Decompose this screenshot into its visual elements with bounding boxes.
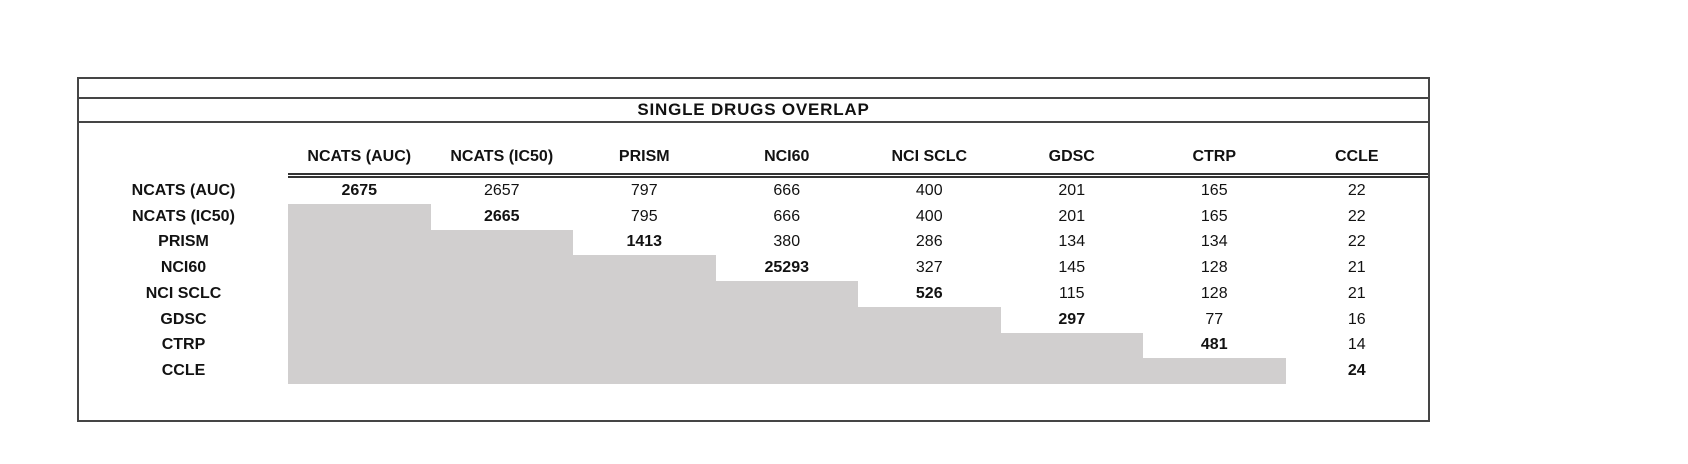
matrix-cell: 22 bbox=[1347, 181, 1366, 199]
matrix-cell: 77 bbox=[1205, 310, 1224, 328]
row-header-2: NCATS (IC50) bbox=[132, 207, 235, 225]
matrix-cell bbox=[288, 332, 431, 359]
matrix-cell bbox=[1000, 332, 1143, 359]
matrix-cell: 297 bbox=[1058, 310, 1086, 328]
matrix-cell bbox=[858, 306, 1001, 333]
matrix-corner-cell bbox=[79, 123, 288, 178]
matrix-cell: 201 bbox=[1058, 181, 1086, 199]
matrix-cell bbox=[430, 332, 573, 359]
matrix-cell: 128 bbox=[1200, 284, 1228, 302]
row-header-4: NCI60 bbox=[160, 259, 207, 277]
matrix-cell: 25293 bbox=[764, 259, 810, 277]
matrix-cell: 24 bbox=[1347, 362, 1366, 380]
column-header-4: NCI60 bbox=[715, 123, 858, 178]
matrix-cell bbox=[715, 358, 858, 384]
matrix-cell bbox=[573, 255, 716, 281]
matrix-cell: 795 bbox=[630, 207, 658, 225]
overlap-table-panel: SINGLE DRUGS OVERLAP NCATS (AUC) NCATS (I… bbox=[77, 77, 1430, 422]
matrix-cell: 22 bbox=[1347, 207, 1366, 225]
matrix-cell: 134 bbox=[1200, 233, 1228, 251]
matrix-cell: 22 bbox=[1347, 233, 1366, 251]
column-header-1: NCATS (AUC) bbox=[288, 123, 431, 178]
matrix-cell: 115 bbox=[1058, 284, 1085, 302]
matrix-cell bbox=[715, 281, 858, 307]
matrix-cell: 286 bbox=[915, 233, 943, 251]
column-header-2: NCATS (IC50) bbox=[430, 123, 573, 178]
matrix-cell: 134 bbox=[1058, 233, 1086, 251]
matrix-cell: 21 bbox=[1347, 259, 1366, 277]
matrix-cell: 481 bbox=[1200, 336, 1228, 354]
matrix-cell: 201 bbox=[1058, 207, 1086, 225]
matrix-cell bbox=[573, 358, 716, 384]
matrix-cell: 797 bbox=[630, 181, 658, 199]
matrix-cell: 128 bbox=[1200, 259, 1228, 277]
matrix-cell bbox=[288, 281, 431, 307]
column-header-8: CCLE bbox=[1285, 123, 1428, 178]
matrix-cell bbox=[430, 255, 573, 281]
matrix-cell bbox=[430, 281, 573, 307]
row-header-1: NCATS (AUC) bbox=[131, 181, 236, 199]
row-header-7: CTRP bbox=[161, 336, 206, 354]
column-header-7: CTRP bbox=[1143, 123, 1286, 178]
matrix-cell bbox=[288, 358, 431, 384]
table-title: SINGLE DRUGS OVERLAP bbox=[79, 99, 1428, 123]
matrix-cell: 2657 bbox=[483, 181, 520, 199]
matrix-cell: 2675 bbox=[341, 181, 378, 199]
matrix-cell: 165 bbox=[1200, 181, 1228, 199]
matrix-cell bbox=[288, 255, 431, 281]
matrix-cell: 165 bbox=[1200, 207, 1228, 225]
row-header-3: PRISM bbox=[158, 233, 209, 251]
matrix-cell bbox=[715, 306, 858, 333]
matrix-cell: 2665 bbox=[483, 207, 520, 225]
overlap-matrix: NCATS (AUC) NCATS (IC50) PRISM NCI60 NCI SCL… bbox=[79, 123, 1428, 384]
panel-top-strip bbox=[79, 79, 1428, 99]
matrix-cell bbox=[1143, 358, 1286, 384]
matrix-cell: 666 bbox=[773, 207, 801, 225]
matrix-cell: 327 bbox=[915, 259, 943, 277]
matrix-cell bbox=[288, 229, 431, 256]
matrix-cell bbox=[430, 358, 573, 384]
row-header-6: GDSC bbox=[160, 310, 207, 328]
matrix-cell: 380 bbox=[773, 233, 801, 251]
matrix-cell bbox=[573, 281, 716, 307]
matrix-cell bbox=[858, 358, 1001, 384]
matrix-cell: 21 bbox=[1347, 284, 1366, 302]
matrix-cell bbox=[858, 332, 1001, 359]
row-header-8: CCLE bbox=[161, 362, 206, 380]
column-header-6: GDSC bbox=[1000, 123, 1143, 178]
matrix-cell: 526 bbox=[915, 284, 943, 302]
matrix-cell: 666 bbox=[773, 181, 801, 199]
matrix-cell bbox=[430, 229, 573, 256]
matrix-cell bbox=[430, 306, 573, 333]
matrix-cell bbox=[573, 332, 716, 359]
column-header-5: NCI SCLC bbox=[858, 123, 1001, 178]
column-header-3: PRISM bbox=[573, 123, 716, 178]
matrix-cell bbox=[573, 306, 716, 333]
matrix-cell: 14 bbox=[1347, 336, 1366, 354]
row-header-5: NCI SCLC bbox=[145, 284, 222, 302]
matrix-cell: 145 bbox=[1058, 259, 1086, 277]
matrix-cell: 400 bbox=[915, 181, 943, 199]
matrix-cell bbox=[288, 203, 431, 230]
matrix-cell: 1413 bbox=[626, 233, 663, 251]
matrix-cell bbox=[1000, 358, 1143, 384]
matrix-cell: 16 bbox=[1347, 310, 1366, 328]
matrix-cell bbox=[715, 332, 858, 359]
matrix-cell bbox=[288, 306, 431, 333]
matrix-cell: 400 bbox=[915, 207, 943, 225]
